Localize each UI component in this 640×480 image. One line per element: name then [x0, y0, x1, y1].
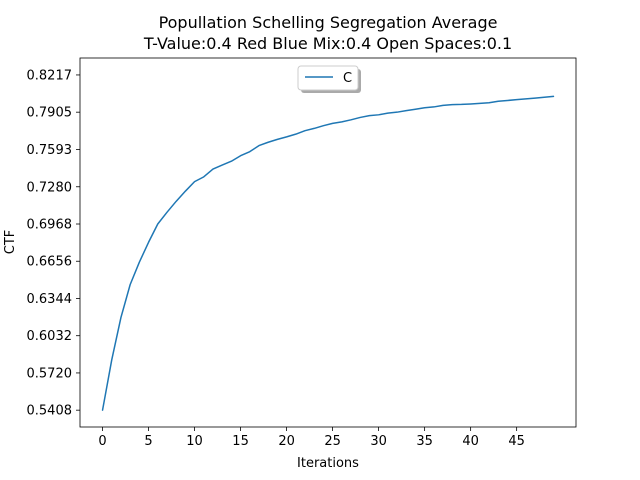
x-axis-label: Iterations: [297, 456, 359, 471]
x-tick-label: 25: [324, 434, 341, 449]
chart-title: Popullation Schelling Segregation Averag…: [159, 13, 498, 32]
x-tick-label: 35: [416, 434, 433, 449]
legend-box: [297, 65, 359, 91]
y-tick-label: 0.7905: [27, 106, 73, 121]
y-tick-label: 0.6656: [27, 255, 73, 270]
x-tick-label: 45: [508, 434, 525, 449]
x-tick-label: 0: [98, 434, 106, 449]
y-axis-label: CTF: [3, 230, 18, 255]
plot-frame: [79, 57, 577, 428]
legend: C: [297, 65, 361, 93]
y-tick-label: 0.5720: [27, 366, 73, 381]
x-tick-label: 5: [144, 434, 152, 449]
y-tick-label: 0.8217: [27, 68, 73, 83]
x-tick-label: 30: [370, 434, 387, 449]
plot-area: [80, 58, 576, 427]
x-tick-label: 40: [462, 434, 479, 449]
chart-subtitle: T-Value:0.4 Red Blue Mix:0.4 Open Spaces…: [143, 34, 512, 53]
y-axis: 0.5408 0.5720 0.6032 0.6344 0.6656 0.6968 0.72…: [27, 68, 80, 419]
x-tick-label: 20: [278, 434, 295, 449]
y-tick-label: 0.6968: [27, 218, 73, 233]
y-tick-label: 0.6344: [27, 292, 73, 307]
y-tick-label: 0.6032: [27, 329, 73, 344]
y-tick-label: 0.5408: [27, 404, 73, 419]
series-layer: [101, 95, 555, 411]
x-axis: 0 5 10 15 20 25 30 35 40 45: [98, 427, 525, 449]
y-tick-label: 0.7593: [27, 143, 73, 158]
x-tick-label: 10: [186, 434, 203, 449]
y-tick-label: 0.7280: [27, 180, 73, 195]
series-line-c: [101, 95, 555, 411]
x-tick-label: 15: [232, 434, 249, 449]
legend-label-c: C: [343, 71, 352, 86]
